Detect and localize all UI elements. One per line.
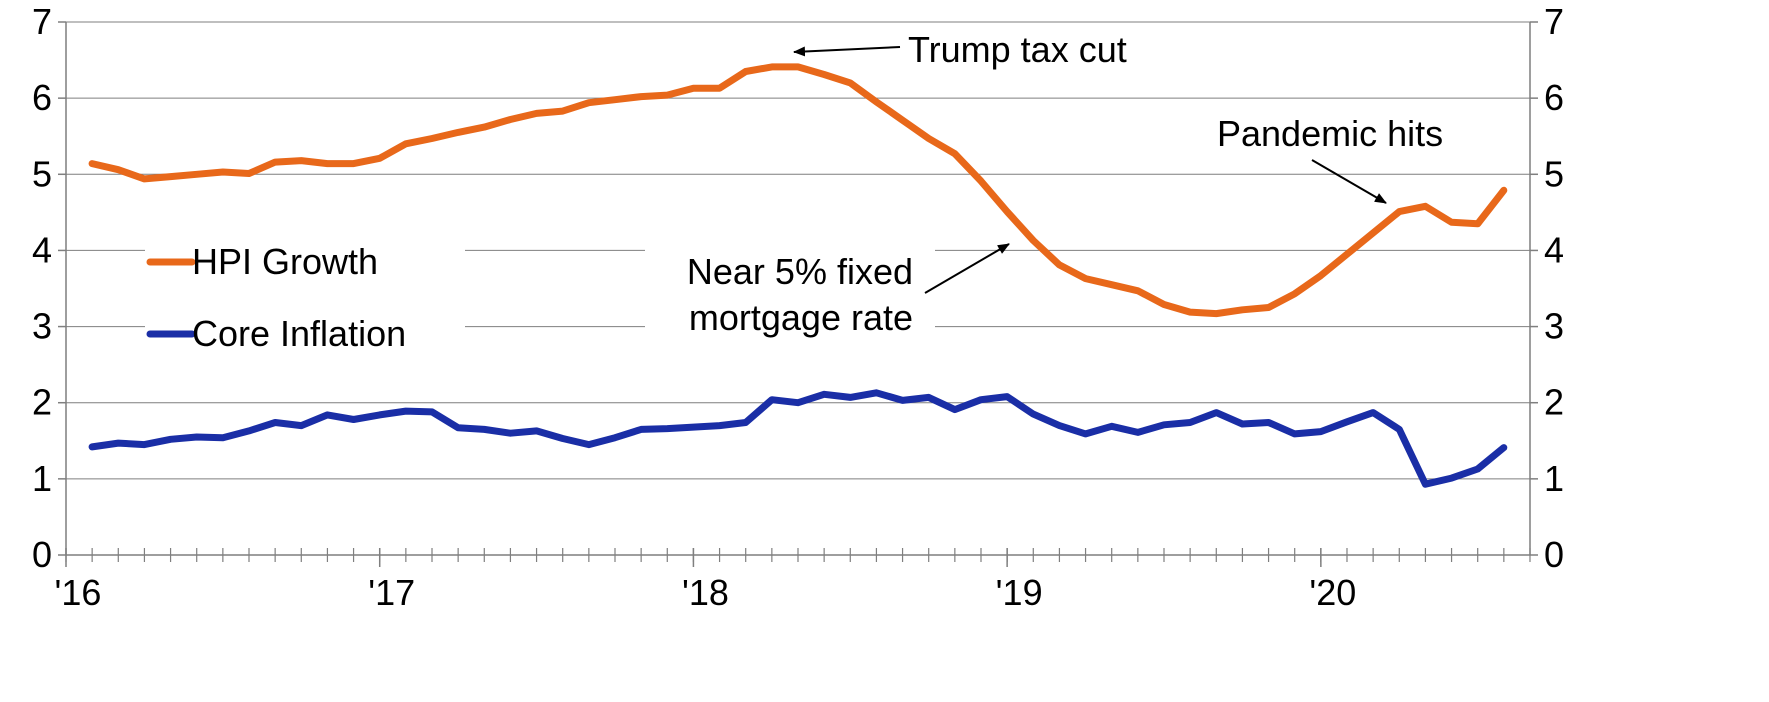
y-tick-label-right: 3 xyxy=(1544,306,1564,347)
y-tick-label-left: 1 xyxy=(32,458,52,499)
y-tick-label-left: 3 xyxy=(32,306,52,347)
annotation-mortgage-background xyxy=(645,240,935,340)
y-tick-label-left: 7 xyxy=(32,1,52,42)
legend: HPI Growth Core Inflation xyxy=(145,232,465,362)
series-line-hpi-growth xyxy=(88,63,1508,318)
legend-label-core: Core Inflation xyxy=(192,313,406,354)
annotation-pandemic-arrow xyxy=(1311,159,1387,204)
y-tick-label-left: 6 xyxy=(32,77,52,118)
y-tick-label-right: 1 xyxy=(1544,458,1564,499)
series-lines xyxy=(88,63,1508,488)
y-axis-right: 0 1 2 3 4 5 6 7 xyxy=(1530,1,1564,575)
x-tick-label: '19 xyxy=(996,572,1043,613)
y-tick-label-right: 6 xyxy=(1544,77,1564,118)
annotation-pandemic-hits: Pandemic hits xyxy=(1217,113,1443,154)
x-tick-label: '16 xyxy=(55,572,102,613)
y-tick-label-left: 0 xyxy=(32,534,52,575)
y-tick-label-right: 5 xyxy=(1544,153,1564,194)
y-tick-label-left: 2 xyxy=(32,382,52,423)
y-tick-label-right: 7 xyxy=(1544,1,1564,42)
y-tick-label-left: 4 xyxy=(32,229,52,270)
series-line-core-inflation xyxy=(88,389,1508,488)
x-axis: '16 '17 '18 '19 '20 xyxy=(55,548,1531,613)
y-axis-left: 0 1 2 3 4 5 6 7 xyxy=(32,1,66,575)
annotation-trump-arrow xyxy=(793,46,901,57)
annotations: Trump tax cut Pandemic hits Near 5% fixe… xyxy=(645,29,1443,340)
annotation-trump-tax-cut: Trump tax cut xyxy=(908,29,1127,70)
x-tick-label: '20 xyxy=(1309,572,1356,613)
y-tick-label-right: 4 xyxy=(1544,229,1564,270)
annotation-mortgage-arrow xyxy=(924,243,1010,294)
x-tick-label: '17 xyxy=(368,572,415,613)
legend-background xyxy=(145,232,465,362)
legend-label-hpi: HPI Growth xyxy=(192,241,378,282)
y-tick-label-right: 2 xyxy=(1544,382,1564,423)
annotation-mortgage-line2: mortgage rate xyxy=(689,297,913,338)
y-tick-label-right: 0 xyxy=(1544,534,1564,575)
y-tick-label-left: 5 xyxy=(32,153,52,194)
x-tick-label: '18 xyxy=(682,572,729,613)
annotation-mortgage-line1: Near 5% fixed xyxy=(687,251,913,292)
